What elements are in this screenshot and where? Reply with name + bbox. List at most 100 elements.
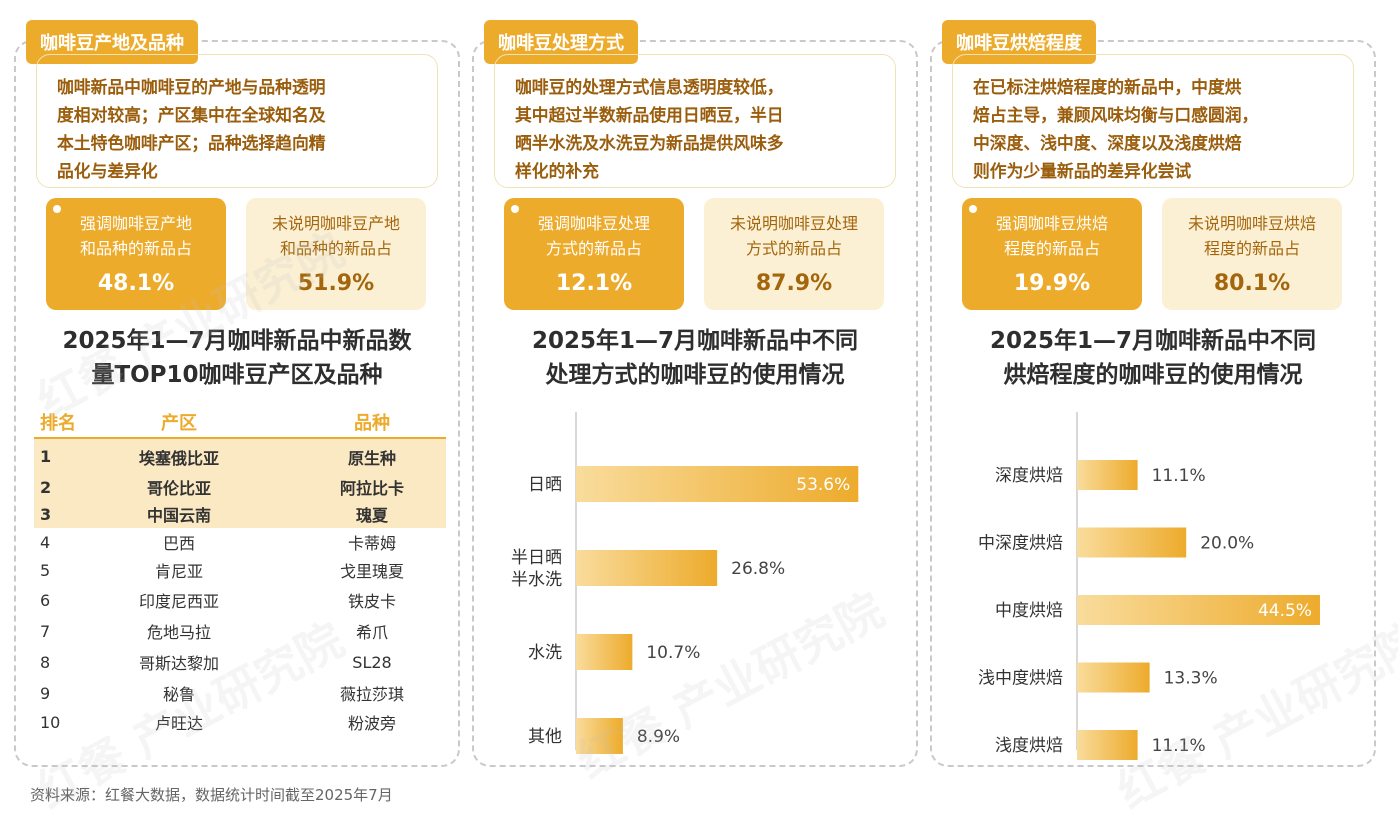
region-cell: 哥斯达黎加: [138, 654, 219, 673]
summary-line: 本土特色咖啡产区；品种选择趋向精: [57, 133, 326, 153]
rank-cell: 4: [40, 532, 51, 552]
category-label: 浅度烘焙: [995, 736, 1063, 756]
stat-value: 51.9%: [297, 271, 375, 296]
stat-value: 12.1%: [555, 271, 633, 296]
variety-cell: 铁皮卡: [347, 592, 396, 611]
chart-title: 2025年1—7月咖啡新品中不同 处理方式的咖啡豆的使用情况: [531, 328, 859, 388]
table-row: 7 危地马拉 希爪: [34, 616, 446, 646]
stat-card-unspecified: 未说明咖啡豆产地 和品种的新品占 51.9%: [246, 198, 426, 310]
rank-cell: 5: [40, 560, 51, 580]
data-label: 8.9%: [637, 727, 680, 747]
variety-cell: SL28: [352, 652, 392, 672]
variety-cell: 薇拉莎琪: [339, 685, 404, 704]
summary-line: 则作为少量新品的差异化尝试: [973, 161, 1192, 181]
region-cell: 印度尼西亚: [138, 592, 219, 611]
summary-line: 品化与差异化: [57, 161, 158, 181]
origin-variety-panel: 咖啡豆产地及品种 咖啡新品中咖啡豆的产地与品种透明 度相对较高；产区集中在全球知…: [14, 20, 460, 767]
stat-value: 19.9%: [1013, 271, 1091, 296]
column-header: 产区: [161, 412, 197, 434]
region-cell: 哥伦比亚: [146, 479, 211, 498]
table-row: 9 秘鲁 薇拉莎琪: [34, 678, 446, 708]
column-header: 品种: [354, 412, 390, 434]
category-label: 日晒: [528, 475, 562, 495]
data-label: 53.6%: [796, 475, 850, 495]
region-cell: 卢旺达: [154, 714, 203, 733]
column-header: 排名: [40, 412, 76, 434]
panel-tag: 咖啡豆处理方式: [484, 20, 638, 64]
region-cell: 埃塞俄比亚: [138, 448, 219, 468]
bullet-dot-icon: [511, 205, 519, 213]
variety-cell: 粉波旁: [347, 714, 396, 733]
category-label: 水洗: [528, 643, 562, 663]
table-row: 10 卢旺达 粉波旁: [34, 708, 446, 736]
table-row: 6 印度尼西亚 铁皮卡: [34, 584, 446, 616]
bar: [576, 466, 859, 502]
rank-cell: 3: [40, 504, 52, 524]
stat-card-emphasized: 强调咖啡豆处理 方式的新品占 12.1%: [504, 198, 684, 310]
summary-line: 焙占主导，兼顾风味均衡与口感圆润，: [973, 105, 1259, 125]
panel-tag: 咖啡豆烘焙程度: [942, 20, 1096, 64]
summary-box: 在已标注烘焙程度的新品中，中度烘 焙占主导，兼顾风味均衡与口感圆润， 中深度、浅…: [952, 54, 1354, 188]
rank-cell: 10: [40, 712, 61, 732]
variety-cell: 瑰夏: [355, 506, 388, 525]
variety-cell: 卡蒂姆: [347, 534, 396, 553]
bullet-dot-icon: [969, 205, 977, 213]
bar: [576, 634, 633, 670]
summary-line: 晒半水洗及水洗豆为新品提供风味多: [515, 133, 784, 153]
data-label: 20.0%: [1200, 534, 1254, 554]
stat-card-emphasized: 强调咖啡豆烘焙 程度的新品占 19.9%: [962, 198, 1142, 310]
stat-label: 未说明咖啡豆产地 和品种的新品占: [271, 214, 400, 258]
stat-value: 87.9%: [755, 271, 833, 296]
stat-label: 未说明咖啡豆处理 方式的新品占: [729, 214, 858, 258]
source-note: 资料来源：红餐大数据，数据统计时间截至2025年7月: [30, 786, 393, 804]
region-cell: 危地马拉: [146, 623, 211, 642]
summary-line: 中深度、浅中度、深度以及浅度烘焙: [973, 133, 1242, 153]
chart-title: 2025年1—7月咖啡新品中新品数 量TOP10咖啡豆产区及品种: [62, 328, 412, 388]
table-row: 3 中国云南 瑰夏: [34, 500, 446, 528]
data-label: 44.5%: [1258, 601, 1312, 621]
bar: [1077, 527, 1187, 558]
variety-cell: 戈里瑰夏: [339, 562, 404, 581]
data-label: 11.1%: [1152, 466, 1206, 486]
data-label: 10.7%: [646, 643, 700, 663]
summary-line: 咖啡豆的处理方式信息透明度较低，: [515, 77, 784, 97]
processing-method-panel: 咖啡豆处理方式 咖啡豆的处理方式信息透明度较低， 其中超过半数新品使用日晒豆，半…: [472, 20, 918, 767]
table-row: 5 肯尼亚 戈里瑰夏: [34, 556, 446, 584]
category-label: 中度烘焙: [995, 601, 1063, 621]
bar: [1077, 595, 1320, 625]
bullet-dot-icon: [53, 205, 61, 213]
category-label: 中深度烘焙: [978, 534, 1063, 554]
summary-line: 在已标注烘焙程度的新品中，中度烘: [973, 77, 1242, 97]
category-label: 半水洗: [511, 570, 562, 590]
variety-cell: 阿拉比卡: [339, 479, 404, 498]
stat-label: 强调咖啡豆烘焙 程度的新品占: [995, 214, 1108, 258]
panel-tag: 咖啡豆产地及品种: [26, 20, 198, 64]
summary-box: 咖啡新品中咖啡豆的产地与品种透明 度相对较高；产区集中在全球知名及 本土特色咖啡…: [36, 54, 438, 188]
stat-value: 48.1%: [97, 271, 175, 296]
summary-line: 样化的补充: [515, 161, 599, 181]
category-label: 浅中度烘焙: [978, 669, 1063, 689]
stat-label: 强调咖啡豆产地 和品种的新品占: [79, 214, 192, 258]
category-label: 其他: [528, 727, 562, 747]
bar: [576, 718, 623, 754]
stat-label: 未说明咖啡豆烘焙 程度的新品占: [1187, 214, 1316, 258]
rank-cell: 6: [40, 590, 51, 610]
variety-cell: 希爪: [355, 623, 388, 642]
stat-card-unspecified: 未说明咖啡豆处理 方式的新品占 87.9%: [704, 198, 884, 310]
category-label: 深度烘焙: [995, 466, 1063, 486]
stat-card-unspecified: 未说明咖啡豆烘焙 程度的新品占 80.1%: [1162, 198, 1342, 310]
table-row: 2 哥伦比亚 阿拉比卡: [34, 474, 446, 500]
rank-cell: 8: [40, 652, 51, 672]
chart-title: 2025年1—7月咖啡新品中不同 烘焙程度的咖啡豆的使用情况: [989, 328, 1317, 388]
summary-line: 度相对较高；产区集中在全球知名及: [57, 105, 326, 125]
bar: [1077, 662, 1150, 693]
table-row: 4 巴西 卡蒂姆: [34, 528, 446, 556]
data-label: 26.8%: [731, 559, 785, 579]
category-label: 半日晒: [511, 548, 562, 568]
roast-level-panel: 咖啡豆烘焙程度 在已标注烘焙程度的新品中，中度烘 焙占主导，兼顾风味均衡与口感圆…: [930, 20, 1376, 767]
rank-cell: 2: [40, 477, 52, 497]
summary-line: 咖啡新品中咖啡豆的产地与品种透明: [57, 77, 326, 97]
rank-cell: 9: [40, 683, 51, 703]
region-cell: 中国云南: [146, 506, 211, 525]
region-cell: 肯尼亚: [154, 562, 203, 581]
